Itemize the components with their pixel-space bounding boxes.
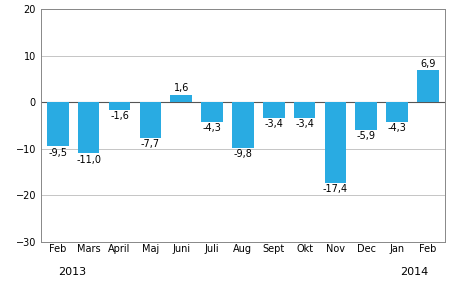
Bar bbox=[232, 102, 254, 148]
Text: -4,3: -4,3 bbox=[388, 124, 406, 133]
Text: -5,9: -5,9 bbox=[357, 131, 376, 141]
Text: 2014: 2014 bbox=[400, 267, 428, 277]
Text: -7,7: -7,7 bbox=[141, 139, 160, 149]
Text: 6,9: 6,9 bbox=[420, 59, 436, 69]
Text: -9,5: -9,5 bbox=[48, 148, 67, 158]
Text: -3,4: -3,4 bbox=[295, 119, 314, 129]
Text: -11,0: -11,0 bbox=[76, 155, 101, 165]
Bar bbox=[386, 102, 408, 122]
Bar bbox=[355, 102, 377, 130]
Bar bbox=[78, 102, 99, 153]
Text: -1,6: -1,6 bbox=[110, 111, 129, 121]
Bar bbox=[325, 102, 346, 183]
Bar bbox=[263, 102, 285, 118]
Text: -4,3: -4,3 bbox=[202, 124, 222, 133]
Bar bbox=[417, 70, 439, 102]
Bar bbox=[294, 102, 316, 118]
Bar bbox=[47, 102, 69, 146]
Bar bbox=[109, 102, 130, 110]
Text: -9,8: -9,8 bbox=[233, 149, 252, 159]
Bar bbox=[139, 102, 161, 138]
Text: 2013: 2013 bbox=[58, 267, 86, 277]
Text: 1,6: 1,6 bbox=[173, 83, 189, 93]
Bar bbox=[170, 95, 192, 102]
Text: -3,4: -3,4 bbox=[264, 119, 283, 129]
Text: -17,4: -17,4 bbox=[323, 185, 348, 194]
Bar bbox=[201, 102, 223, 122]
